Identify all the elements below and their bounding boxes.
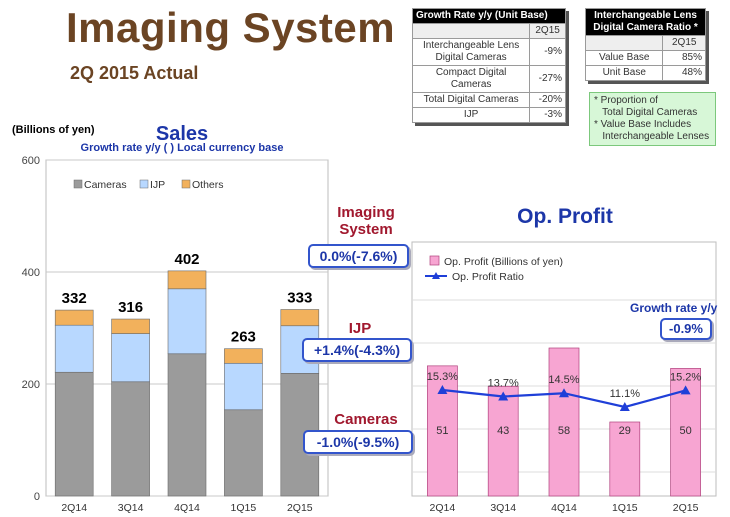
sales-y-axis-label: (Billions of yen) (12, 124, 95, 136)
sales-bar-others (111, 318, 150, 334)
footnote-line: Total Digital Cameras (594, 107, 698, 118)
sales-bar-others (224, 348, 263, 364)
profit-legend-swatch (429, 255, 440, 266)
page-title: Imaging System (66, 4, 396, 51)
sales-bar-ijp (54, 324, 94, 373)
profit-bar-label: 43 (497, 425, 509, 437)
profit-x-tick-label: 2Q15 (673, 502, 699, 514)
profit-legend-label: Op. Profit (Billions of yen) (444, 256, 563, 268)
footnote-line: * Proportion of (594, 95, 658, 106)
sales-bar-ijp (167, 288, 207, 355)
ratio-legend-marker (432, 272, 440, 279)
sales-total-label: 333 (287, 290, 312, 307)
ratio-data-label: 11.1% (610, 388, 641, 400)
cameras-growth-box: -1.0%(-9.5%) (303, 430, 413, 454)
sales-bar-others (167, 270, 207, 290)
footnote-box: * Proportion of Total Digital Cameras * … (589, 92, 716, 146)
sales-y-tick-label: 0 (34, 491, 40, 503)
sales-bar-ijp (111, 333, 150, 383)
growth-rate-table: Growth Rate y/y (Unit Base) 2Q15 Interch… (411, 8, 566, 123)
ijp-growth-box: +1.4%(-4.3%) (302, 338, 412, 362)
growth-row-label: IJP (411, 107, 531, 123)
sales-total-label: 332 (62, 290, 87, 307)
ijp-label: IJP (348, 320, 372, 337)
sales-y-tick-label: 400 (22, 267, 40, 279)
ratio-data-label: 15.2% (670, 371, 701, 383)
sales-total-label: 316 (118, 299, 143, 316)
sales-x-tick-label: 2Q14 (61, 502, 87, 514)
profit-bar (609, 421, 641, 497)
ratio-table-title: Interchangeable Lens Digital Camera Rati… (585, 8, 706, 36)
sales-y-tick-label: 200 (22, 379, 40, 391)
profit-x-tick-label: 4Q14 (551, 502, 577, 514)
sales-chart-subtitle: Growth rate y/y ( ) Local currency base (81, 142, 284, 154)
profit-chart-title: Op. Profit (517, 205, 613, 228)
sales-x-tick-label: 2Q15 (287, 502, 313, 514)
ratio-point (619, 402, 630, 411)
footnote-line: * Value Base Includes (594, 119, 692, 130)
growth-table-column: 2Q15 (529, 23, 566, 39)
ratio-legend-label: Op. Profit Ratio (452, 271, 524, 283)
cameras-label: Cameras (334, 411, 398, 428)
sales-legend-label: Cameras (84, 179, 127, 191)
sales-total-label: 402 (174, 251, 199, 268)
ratio-table-blank (584, 35, 664, 51)
ratio-data-label: 13.7% (488, 377, 519, 389)
ratio-point (680, 385, 691, 395)
sales-x-tick-label: 1Q15 (231, 502, 257, 514)
profit-growth-label: Growth rate y/y (630, 301, 718, 315)
ratio-point (437, 385, 448, 394)
sales-legend-swatch (73, 179, 83, 189)
ratio-data-label: 14.5% (548, 374, 579, 386)
imaging-system-label: Imaging System (337, 204, 395, 238)
ratio-data-label: 15.3% (427, 371, 458, 383)
profit-bar-label: 50 (679, 425, 691, 437)
sales-legend-swatch (139, 179, 149, 189)
profit-bar (487, 385, 519, 497)
sales-bar-cameras (224, 409, 263, 497)
profit-bar-label: 58 (558, 425, 570, 437)
sales-bar-ijp (224, 362, 263, 411)
sales-x-tick-label: 4Q14 (174, 502, 200, 514)
ratio-row-value: 48% (662, 65, 706, 81)
ratio-table-column: 2Q15 (662, 35, 706, 51)
sales-bar-others (54, 309, 94, 326)
sales-x-tick-label: 3Q14 (118, 502, 144, 514)
sales-bar-cameras (167, 353, 207, 497)
profit-bar-label: 51 (436, 425, 448, 437)
growth-table-blank (411, 23, 531, 39)
page-subtitle: 2Q 2015 Actual (70, 63, 199, 83)
sales-y-tick-label: 600 (22, 155, 40, 167)
ratio-point (498, 391, 509, 401)
profit-growth-box: -0.9% (660, 318, 712, 340)
imaging-growth-box: 0.0%(-7.6%) (308, 244, 409, 268)
ratio-point (559, 388, 569, 398)
profit-bar-label: 29 (619, 425, 631, 437)
sales-legend-label: Others (192, 179, 224, 191)
profit-x-tick-label: 2Q14 (430, 502, 456, 514)
sales-chart-title: Sales (156, 123, 208, 145)
sales-bar-others (280, 309, 320, 327)
sales-total-label: 263 (231, 329, 256, 346)
profit-x-tick-label: 1Q15 (612, 502, 638, 514)
footnote-line: Interchangeable Lenses (594, 131, 710, 142)
sales-legend-swatch (181, 179, 191, 189)
camera-ratio-table: Interchangeable Lens Digital Camera Rati… (584, 8, 706, 81)
sales-bar-cameras (54, 371, 94, 497)
ratio-row-label: Unit Base (584, 65, 664, 81)
sales-bar-cameras (111, 381, 150, 497)
profit-bar (548, 347, 580, 497)
sales-legend-label: IJP (150, 179, 165, 191)
growth-row-value: -3% (529, 107, 566, 123)
profit-x-tick-label: 3Q14 (490, 502, 516, 514)
